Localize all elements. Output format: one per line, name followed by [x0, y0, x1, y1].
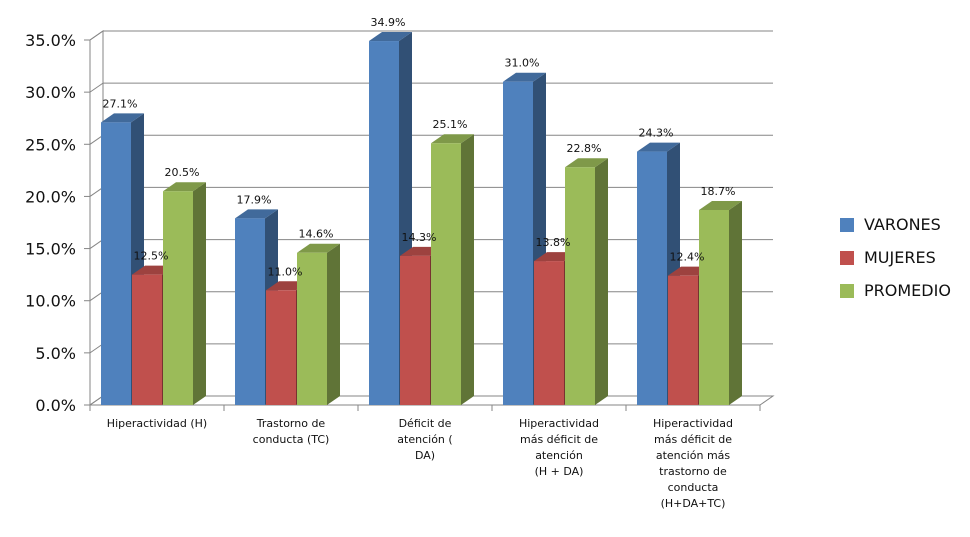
bar-varones-top — [637, 142, 680, 152]
x-tick-label-line: Déficit de — [399, 417, 452, 430]
y-tick-label: 30.0% — [25, 83, 76, 102]
gridline-depth — [89, 239, 104, 249]
x-tick-label: Hiperactividad más déficit de atención más… — [653, 417, 733, 510]
bar-promedio-side — [595, 158, 608, 405]
bar-varones — [503, 81, 533, 405]
legend: VARONES MUJERES PROMEDIO — [840, 212, 951, 311]
x-tick-label-line: atención — [535, 449, 583, 462]
x-tick-label: Déficit de atención ( DA) — [397, 417, 452, 462]
x-tick-label: Hiperactividad (H) — [107, 417, 207, 430]
bar-mujeres — [266, 290, 296, 405]
data-label-varones: 27.1% — [103, 97, 138, 110]
gridline-depth — [89, 343, 104, 354]
bar-promedio-top — [565, 158, 608, 168]
bar-varones-top — [503, 72, 546, 82]
legend-swatch-promedio — [840, 283, 854, 298]
data-label-promedio: 18.7% — [701, 185, 736, 198]
data-label-varones: 31.0% — [505, 57, 540, 70]
legend-label-promedio: PROMEDIO — [864, 281, 951, 300]
bar-promedio-top — [431, 134, 474, 144]
bar-varones — [235, 218, 265, 405]
x-tick-label-line: Hiperactividad — [519, 417, 599, 430]
x-tick-label-line: DA) — [415, 449, 435, 462]
x-tick-label: Hiperactividad más déficit de atención (H +… — [519, 417, 599, 478]
legend-item-varones: VARONES — [840, 212, 951, 237]
bar-mujeres — [668, 275, 698, 405]
bar-promedio — [699, 209, 729, 405]
bar-promedio-top — [699, 200, 742, 210]
legend-swatch-varones — [840, 217, 854, 232]
bar-promedio — [297, 252, 327, 405]
data-label-mujeres: 12.4% — [670, 251, 705, 264]
bar-promedio-side — [193, 182, 206, 405]
y-tick-label: 15.0% — [25, 240, 76, 259]
x-tick-label-line: conducta (TC) — [253, 433, 330, 446]
gridline-depth — [89, 82, 104, 93]
data-label-varones: 34.9% — [371, 16, 406, 29]
data-label-promedio: 22.8% — [567, 142, 602, 155]
y-tick-label: 35.0% — [25, 31, 76, 50]
legend-item-promedio: PROMEDIO — [840, 278, 951, 303]
y-tick-label: 25.0% — [25, 135, 76, 154]
data-label-mujeres: 14.3% — [402, 231, 437, 244]
bar-mujeres — [534, 261, 564, 405]
bar-promedio — [163, 191, 193, 405]
bar-promedio-side — [327, 243, 340, 405]
bar-promedio — [565, 167, 595, 405]
x-tick-label-line: Trastorno de — [256, 417, 326, 430]
gridline-depth — [89, 291, 104, 302]
x-tick-label-line: atención ( — [397, 433, 452, 446]
legend-label-mujeres: MUJERES — [864, 248, 936, 267]
legend-item-mujeres: MUJERES — [840, 245, 951, 270]
x-tick-label-line: (H + DA) — [535, 465, 584, 478]
x-tick-label: Trastorno de conducta (TC) — [253, 417, 330, 446]
bar-varones-top — [235, 209, 278, 219]
data-label-promedio: 20.5% — [165, 166, 200, 179]
x-tick-label-line: Hiperactividad — [653, 417, 733, 430]
bar-promedio-top — [297, 243, 340, 253]
y-tick-label: 10.0% — [25, 292, 76, 311]
x-tick-label-line: conducta — [668, 481, 719, 494]
x-tick-label-line: Hiperactividad (H) — [107, 417, 207, 430]
bar-varones-top — [369, 32, 412, 42]
x-tick-label-line: más déficit de — [520, 433, 598, 446]
data-label-mujeres: 12.5% — [134, 250, 169, 263]
gridline-depth — [89, 395, 104, 406]
x-tick-label-line: trastorno de — [659, 465, 727, 478]
y-tick-label: 5.0% — [35, 344, 76, 363]
y-tick-label: 20.0% — [25, 187, 76, 206]
bar-promedio — [431, 143, 461, 405]
gridline-depth — [89, 30, 104, 41]
gridline-depth — [89, 187, 104, 197]
bar-promedio-side — [729, 200, 742, 405]
y-tick-label: 0.0% — [35, 396, 76, 415]
data-label-mujeres: 11.0% — [268, 265, 303, 278]
gridline-depth — [89, 134, 104, 145]
data-label-promedio: 25.1% — [433, 118, 468, 131]
bar-varones — [369, 41, 399, 406]
bar-varones-top — [101, 113, 144, 123]
legend-swatch-mujeres — [840, 250, 854, 265]
data-label-varones: 24.3% — [639, 127, 674, 140]
bar-varones — [101, 122, 131, 405]
bar-promedio-top — [163, 182, 206, 192]
data-label-mujeres: 13.8% — [536, 236, 571, 249]
bar-promedio-side — [461, 134, 474, 405]
x-tick-label-line: más déficit de — [654, 433, 732, 446]
bar-mujeres — [400, 255, 430, 405]
data-label-promedio: 14.6% — [299, 228, 334, 241]
x-tick-label-line: (H+DA+TC) — [661, 497, 726, 510]
data-label-varones: 17.9% — [237, 193, 272, 206]
bar-varones — [637, 151, 667, 405]
x-tick-label-line: atención más — [656, 449, 731, 462]
bar-mujeres — [132, 274, 162, 405]
legend-label-varones: VARONES — [864, 215, 941, 234]
